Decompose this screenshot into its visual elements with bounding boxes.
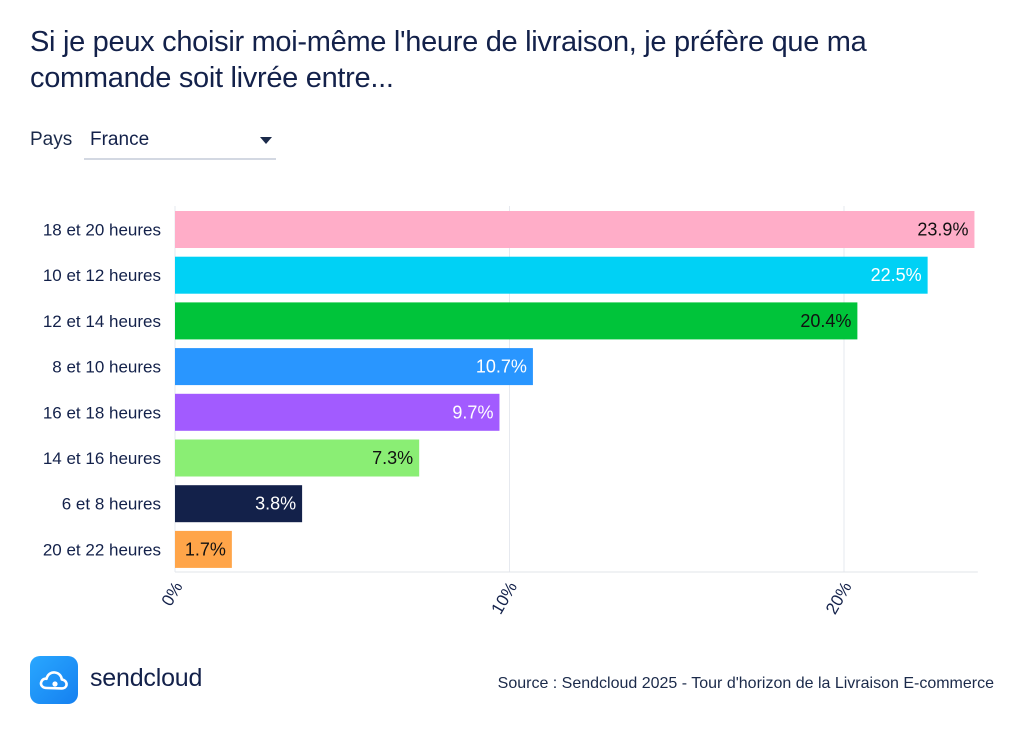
- source-note: Source : Sendcloud 2025 - Tour d'horizon…: [497, 675, 994, 692]
- category-label: 8 et 10 heures: [52, 358, 161, 377]
- value-label: 22.5%: [871, 265, 922, 285]
- bar: [175, 211, 975, 248]
- bar: [175, 485, 303, 523]
- bar-chart: 18 et 20 heures 10 et 12 heures 12 et 14 h…: [43, 206, 978, 618]
- country-select[interactable]: France: [84, 126, 276, 160]
- x-tick-labels: 0% 10% 20%: [158, 579, 856, 618]
- value-label: 9.7%: [452, 402, 493, 422]
- x-tick-label: 0%: [158, 579, 187, 610]
- x-tick-label: 10%: [487, 579, 520, 618]
- value-label: 20.4%: [800, 311, 851, 331]
- country-select-value: France: [90, 129, 150, 150]
- value-labels: 23.9% 22.5% 20.4% 10.7% 9.7% 7.3% 3.8% 1.7%: [185, 220, 969, 560]
- category-label: 20 et 22 heures: [43, 540, 161, 559]
- value-label: 1.7%: [185, 539, 226, 559]
- brand-name: sendcloud: [90, 664, 203, 692]
- filter-label: Pays: [30, 129, 73, 150]
- value-label: 10.7%: [476, 357, 527, 377]
- category-label: 14 et 16 heures: [43, 449, 161, 468]
- cloud-icon: [30, 656, 78, 704]
- category-label: 6 et 8 heures: [62, 495, 161, 514]
- bar: [175, 348, 533, 386]
- value-label: 7.3%: [372, 448, 413, 468]
- category-labels: 18 et 20 heures 10 et 12 heures 12 et 14 h…: [43, 221, 161, 560]
- value-label: 3.8%: [255, 494, 296, 514]
- bar: [175, 439, 420, 477]
- bars: [175, 211, 975, 568]
- category-label: 18 et 20 heures: [43, 221, 161, 240]
- bar: [175, 302, 858, 340]
- bar: [175, 530, 232, 568]
- category-label: 16 et 18 heures: [43, 403, 161, 422]
- category-label: 10 et 12 heures: [43, 266, 161, 285]
- bar: [175, 393, 500, 431]
- x-tick-label: 20%: [822, 579, 855, 618]
- chart-title: Si je peux choisir moi-même l'heure de l…: [30, 26, 867, 94]
- chevron-down-icon[interactable]: [260, 137, 272, 144]
- category-label: 12 et 14 heures: [43, 312, 161, 331]
- bar: [175, 256, 928, 294]
- value-label: 23.9%: [917, 220, 968, 240]
